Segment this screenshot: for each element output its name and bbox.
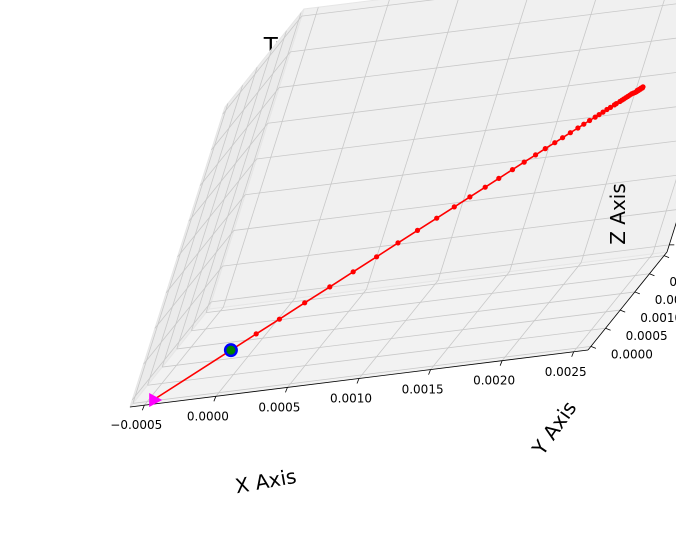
- trajectory-point: [482, 184, 488, 190]
- x-axis-tick-label: 0.0025: [545, 365, 587, 379]
- gridline-z-back: [290, 3, 676, 53]
- x-axis-tick: [356, 378, 360, 384]
- gridline-z-back: [301, 0, 435, 17]
- z-axis: −0.00050.00000.00050.00100.00150.00200.0…: [666, 222, 676, 253]
- trajectory-point: [542, 146, 548, 152]
- gridline-y-floor: [176, 291, 635, 350]
- start-marker: [149, 393, 163, 407]
- gridline-x-floor: [501, 262, 582, 361]
- gridline-z-left: [177, 158, 257, 258]
- trajectory-point: [350, 269, 356, 275]
- y-axis-tick: [620, 309, 626, 313]
- gridline-z-back: [267, 72, 676, 124]
- trajectory-point: [276, 316, 282, 322]
- z-axis-label: Z Axis: [606, 183, 630, 245]
- trajectory-point: [496, 175, 502, 181]
- trajectory-point: [414, 227, 421, 233]
- y-axis-tick: [590, 345, 597, 349]
- gridline-z-left: [188, 123, 269, 222]
- gridline-x-floor: [358, 280, 439, 379]
- trajectory-series: [150, 84, 646, 403]
- x-axis-tick: [428, 369, 431, 375]
- gridline-z-back: [256, 106, 676, 160]
- x-axis-label: X Axis: [233, 464, 298, 498]
- gridline-x-floor: [573, 253, 653, 353]
- gridline-z-left: [131, 301, 212, 401]
- x-axis-tick: [499, 360, 503, 366]
- trajectory-point: [509, 167, 516, 173]
- gridline-x-back: [652, 178, 676, 254]
- gridline-z-back: [245, 140, 676, 196]
- x-axis-tick-label: 0.0000: [187, 409, 229, 423]
- trajectory-point: [581, 121, 587, 127]
- gridline-z-left: [222, 15, 303, 115]
- y-axis-tick: [605, 327, 611, 331]
- gridline-y-floor: [206, 255, 665, 314]
- trajectory-point: [374, 254, 380, 260]
- trajectory-point: [592, 114, 598, 120]
- trajectory-point: [521, 159, 527, 165]
- gridline-z-back: [222, 209, 676, 267]
- x-axis-tick: [285, 387, 288, 393]
- trajectory-point: [434, 215, 440, 221]
- trajectory-point: [253, 331, 259, 337]
- y-axis-tick: [663, 255, 670, 259]
- gridline-y-floor: [132, 345, 591, 404]
- y-axis-tick-label: 0.0000: [611, 347, 653, 361]
- gridline-z-left: [211, 51, 291, 151]
- trajectory-point: [560, 135, 566, 141]
- x-axis: −0.0005 0.0000 0.0005 0.0010 0.0015 0.0020 0.0…: [110, 349, 589, 432]
- gridline-z-left: [154, 230, 235, 329]
- trajectory-point: [600, 109, 606, 115]
- y-axis-tick-label: 0.0010: [640, 311, 676, 325]
- x-axis-tick-label: 0.0005: [258, 400, 300, 414]
- y-axis-tick-label: 0.0005: [626, 329, 668, 343]
- x-axis-tick-label: 0.0010: [330, 392, 372, 406]
- gridline-y-floor: [147, 327, 606, 386]
- x-axis-tick-label: 0.0020: [473, 374, 515, 388]
- trajectory-point: [587, 117, 593, 124]
- trajectory-point: [395, 240, 401, 246]
- gridline-z-back: [279, 37, 676, 88]
- gridline-y-floor: [162, 309, 621, 368]
- x-axis-tick: [141, 405, 145, 411]
- gridline-x-floor: [430, 271, 510, 370]
- trajectory-markers: [149, 343, 238, 407]
- gridline-z-back: [211, 244, 670, 303]
- gridline-z-left: [199, 87, 280, 186]
- trajectory-point: [575, 125, 581, 131]
- x-axis-tick: [213, 396, 217, 402]
- trajectory-point: [567, 130, 574, 136]
- trajectory-point: [302, 300, 308, 306]
- trajectory-point: [451, 204, 457, 210]
- trajectory-point: [533, 152, 539, 158]
- y-axis-tick: [634, 291, 640, 295]
- axes-panes: [128, 0, 676, 408]
- trajectory-point: [467, 194, 473, 200]
- trajectory-point: [607, 104, 614, 110]
- y-axis-tick: [649, 273, 655, 277]
- gridline-z-left: [143, 265, 223, 365]
- x-axis-tick-label: 0.0015: [402, 383, 444, 397]
- gridline-x-floor: [215, 298, 296, 397]
- y-axis-line: [587, 251, 668, 351]
- trajectory-point: [552, 140, 558, 146]
- trajectory-point: [327, 284, 333, 290]
- x-axis-tick: [571, 351, 575, 357]
- y-axis-label: Y Axis: [527, 396, 582, 460]
- y-axis-tick-label: 0.0020: [669, 275, 676, 289]
- trajectory-point: [596, 112, 602, 118]
- y-axis-tick-label: 0.0015: [655, 293, 676, 307]
- trajectory-point: [640, 84, 646, 90]
- x-axis-tick-label: −0.0005: [110, 418, 162, 432]
- gridline-x-floor: [287, 289, 367, 388]
- green-marker: [226, 345, 236, 355]
- gridline-x-floor: [144, 306, 224, 406]
- gridline-y-floor: [191, 273, 650, 332]
- axes-grid: [131, 0, 676, 406]
- gridline-z-left: [165, 194, 246, 293]
